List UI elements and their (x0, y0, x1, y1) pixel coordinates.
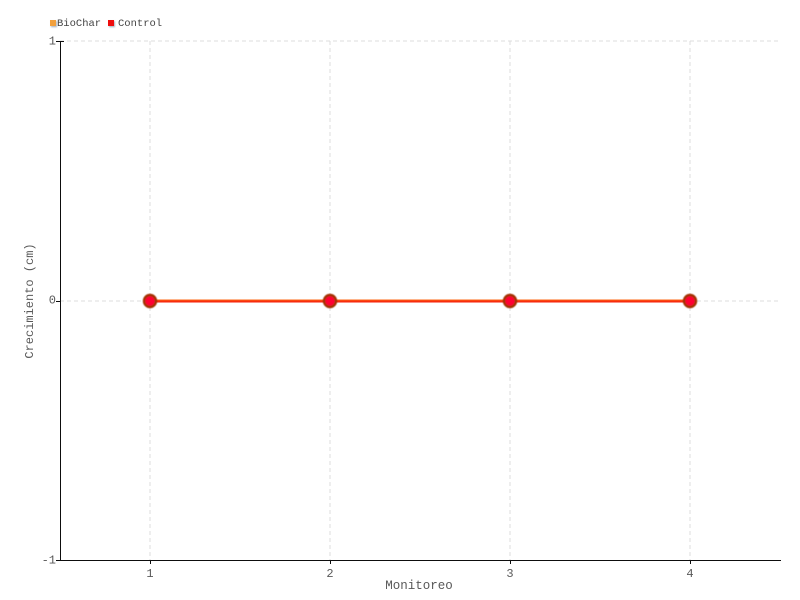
svg-text:2: 2 (326, 567, 333, 581)
svg-text:Control: Control (118, 18, 162, 30)
svg-text:1: 1 (49, 35, 56, 49)
svg-text:Crecimiento (cm): Crecimiento (cm) (23, 243, 37, 358)
svg-text:BioChar: BioChar (57, 18, 101, 30)
svg-text:0: 0 (49, 293, 56, 307)
svg-text:1: 1 (146, 567, 153, 581)
svg-text:3: 3 (506, 567, 513, 581)
svg-text:-1: -1 (42, 554, 56, 568)
svg-text:4: 4 (686, 567, 693, 581)
svg-text:Monitoreo: Monitoreo (385, 579, 453, 593)
